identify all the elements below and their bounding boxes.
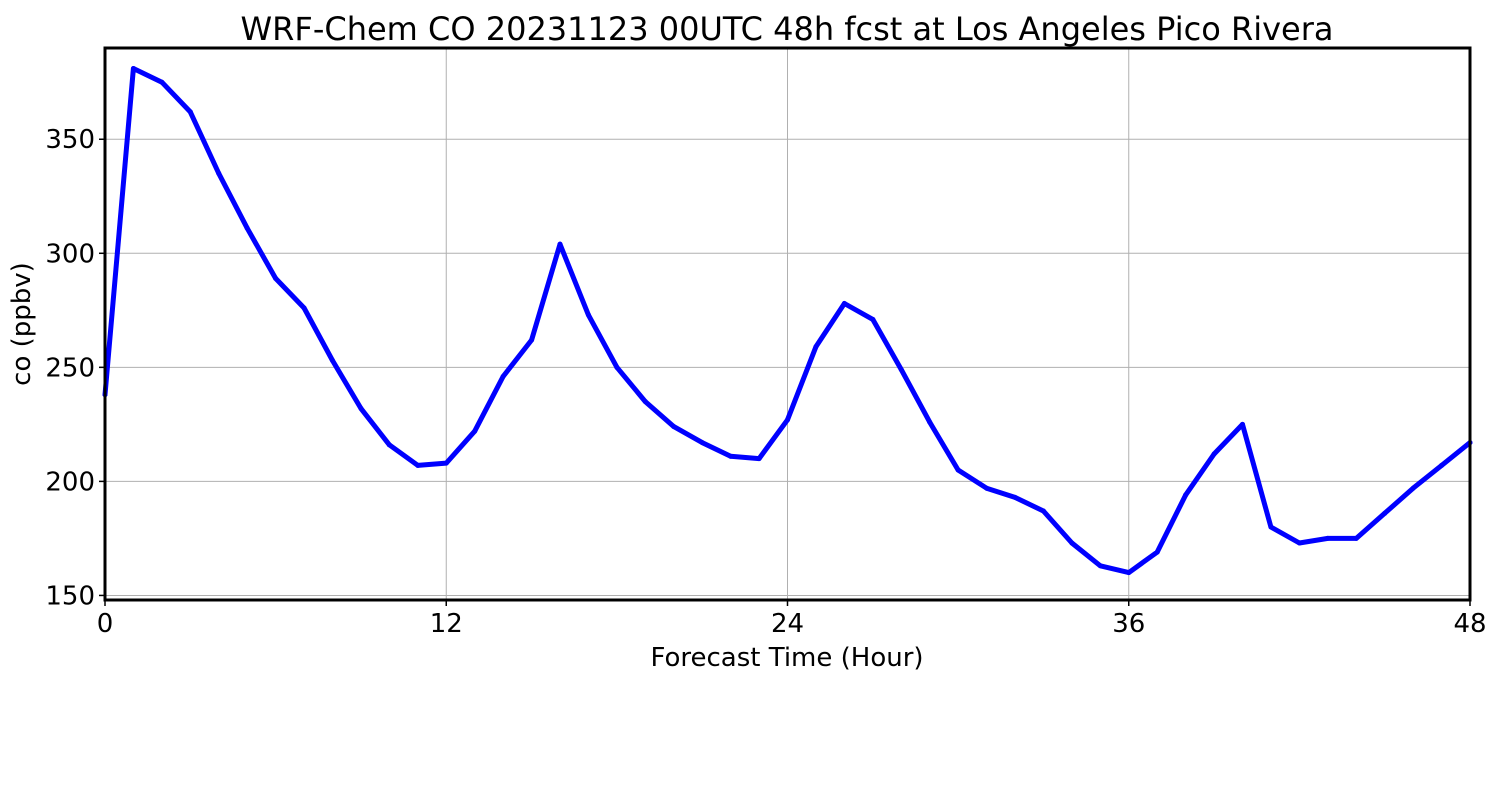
y-tick-label: 250 — [45, 353, 95, 383]
y-axis-label: co (ppbv) — [7, 262, 37, 386]
data-point — [841, 300, 847, 306]
data-point — [1211, 451, 1217, 457]
data-point — [358, 405, 364, 411]
data-point — [1410, 485, 1416, 491]
data-point — [1097, 563, 1103, 569]
data-point — [728, 453, 734, 459]
data-point — [955, 467, 961, 473]
data-point — [273, 275, 279, 281]
data-point — [642, 399, 648, 405]
data-point — [472, 428, 478, 434]
data-point — [1296, 540, 1302, 546]
data-point — [500, 373, 506, 379]
data-point — [898, 367, 904, 373]
grid — [105, 48, 1470, 600]
data-point — [1154, 549, 1160, 555]
data-point — [1040, 508, 1046, 514]
data-point — [614, 364, 620, 370]
y-tick-label: 150 — [45, 581, 95, 611]
data-point — [130, 66, 136, 72]
data-point — [159, 79, 165, 85]
x-tick-label: 48 — [1453, 609, 1486, 639]
data-point — [1325, 535, 1331, 541]
data-point — [1126, 570, 1132, 576]
data-point — [1183, 492, 1189, 498]
data-point — [330, 357, 335, 363]
data-point — [813, 344, 819, 350]
data-point — [671, 424, 677, 430]
x-tick-label: 36 — [1112, 609, 1145, 639]
data-point — [557, 241, 563, 247]
y-tick-label: 300 — [45, 239, 95, 269]
data-point — [1240, 421, 1245, 427]
data-point — [1069, 540, 1075, 546]
data-point — [443, 460, 449, 466]
data-point — [386, 442, 392, 448]
y-tick-label: 350 — [45, 125, 95, 155]
y-axis-ticks: 150 200 250 300 350 — [45, 125, 105, 611]
data-point — [529, 337, 535, 343]
x-tick-label: 0 — [97, 609, 114, 639]
data-point — [1382, 510, 1388, 516]
data-point — [585, 312, 591, 318]
chart-title: WRF-Chem CO 20231123 00UTC 48h fcst at L… — [241, 10, 1334, 48]
x-axis-ticks: 0 12 24 36 48 — [97, 600, 1487, 639]
x-tick-label: 24 — [771, 609, 804, 639]
data-point — [1012, 494, 1018, 500]
data-point — [1268, 524, 1274, 530]
data-point — [1439, 462, 1445, 468]
data-point — [699, 440, 705, 446]
data-point — [870, 316, 876, 322]
series-layer — [102, 66, 1473, 576]
data-point — [927, 419, 933, 425]
data-point — [244, 225, 250, 231]
data-point — [1353, 535, 1359, 541]
data-point — [415, 462, 421, 468]
data-point — [984, 485, 990, 491]
data-point — [785, 417, 790, 423]
data-point — [187, 109, 193, 115]
data-point — [301, 305, 307, 311]
x-tick-label: 12 — [430, 609, 463, 639]
y-tick-label: 200 — [45, 467, 95, 497]
data-point — [216, 170, 222, 176]
data-point — [756, 456, 762, 462]
x-axis-label: Forecast Time (Hour) — [650, 643, 923, 673]
